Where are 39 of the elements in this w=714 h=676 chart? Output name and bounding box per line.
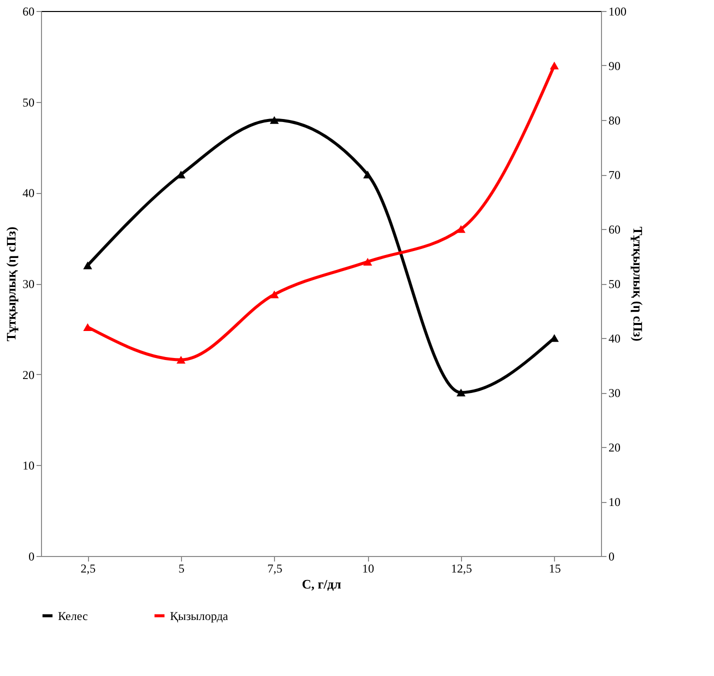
x-tick-label: 12,5 bbox=[451, 562, 472, 576]
x-tick-label: 10 bbox=[362, 562, 374, 576]
y2-tick-label: 40 bbox=[608, 332, 620, 346]
point bbox=[83, 323, 92, 331]
point bbox=[363, 170, 372, 178]
point bbox=[176, 356, 186, 364]
point bbox=[456, 225, 466, 233]
y-axis-title: Тұтқырлық (η сПз) bbox=[4, 226, 18, 342]
y-tick-label: 50 bbox=[22, 95, 34, 110]
legend-label: Келес bbox=[58, 608, 88, 623]
y-tick-label: 60 bbox=[22, 4, 34, 18]
x-axis-title: С, г/дл bbox=[302, 576, 342, 592]
point bbox=[270, 290, 279, 298]
x-tick-label: 5 bbox=[178, 562, 184, 576]
y-tick-label: 0 bbox=[28, 550, 34, 564]
y2-tick-label: 90 bbox=[608, 59, 620, 73]
y2-tick-label: 10 bbox=[608, 495, 620, 509]
y2-tick-label: 70 bbox=[608, 168, 620, 182]
y2-tick-label: 60 bbox=[608, 222, 620, 236]
point bbox=[550, 62, 559, 70]
y-tick-label: 40 bbox=[22, 186, 34, 200]
legend-label: Қызылорда bbox=[170, 608, 229, 623]
y-tick-label: 20 bbox=[22, 368, 34, 382]
y2-tick-label: 30 bbox=[608, 386, 620, 400]
point bbox=[363, 258, 372, 266]
y2-axis-title: Тұтқырлық (η сПз) bbox=[630, 226, 646, 342]
y-tick-label: 30 bbox=[22, 277, 34, 291]
point bbox=[456, 388, 466, 396]
y2-tick-label: 100 bbox=[608, 4, 626, 18]
y2-tick-label: 80 bbox=[608, 114, 620, 128]
y-tick-label: 10 bbox=[22, 458, 34, 473]
y2-tick-label: 20 bbox=[608, 440, 620, 454]
x-tick-label: 15 bbox=[548, 562, 561, 576]
point bbox=[270, 116, 279, 124]
point bbox=[83, 261, 92, 270]
y2-tick-label: 0 bbox=[608, 550, 614, 564]
y2-tick-label: 50 bbox=[608, 277, 620, 291]
x-tick-label: 7,5 bbox=[267, 562, 282, 576]
x-tick-label: 2,5 bbox=[80, 562, 96, 576]
